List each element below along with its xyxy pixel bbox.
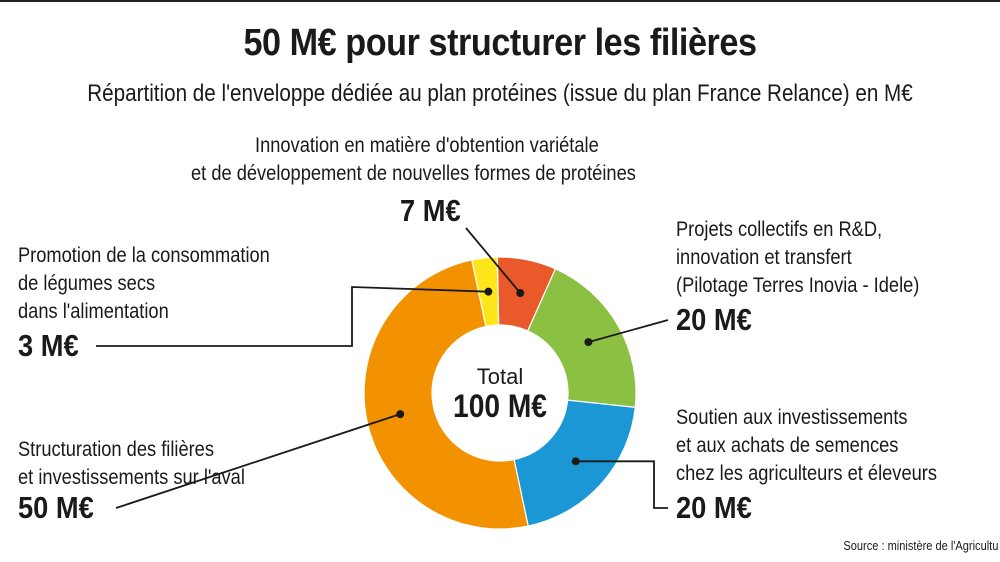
- slice-value-innovation: 7 M€: [400, 193, 461, 228]
- slice-label-line: et investissements sur l'aval: [18, 466, 245, 489]
- leader-line-innovation: [465, 227, 521, 294]
- slice-label-line: de légumes secs: [18, 272, 156, 295]
- slice-label-line: et aux achats de semences: [676, 434, 899, 457]
- slice-label-line: Soutien aux investissements: [676, 406, 908, 429]
- leader-dots: [396, 287, 593, 466]
- slice-value-soutien: 20 M€: [676, 490, 752, 525]
- source-note: Source : ministère de l'Agricultu: [842, 538, 998, 553]
- slice-value-promotion: 3 M€: [18, 328, 79, 363]
- leader-lines: [96, 227, 669, 509]
- donut-slices: [363, 256, 637, 530]
- leader-dot-structuration: [396, 410, 405, 419]
- slice-value-projets: 20 M€: [676, 302, 752, 337]
- chart-title: 50 M€ pour structurer les filières: [243, 22, 757, 64]
- slice-label-soutien: Soutien aux investissements et aux achat…: [676, 404, 937, 488]
- donut-center-label: Total: [476, 364, 524, 389]
- slice-label-projets: Projets collectifs en R&D, innovation et…: [676, 216, 919, 300]
- donut-slice-structuration: [363, 259, 529, 530]
- slice-label-structuration: Structuration des filières et investisse…: [18, 436, 245, 492]
- slice-label-line: Structuration des filières: [18, 438, 214, 461]
- leader-dot-promotion: [484, 287, 493, 296]
- leader-dot-soutien: [571, 457, 580, 466]
- slice-label-promotion: Promotion de la consommation de légumes …: [18, 242, 270, 326]
- slice-label-innovation: Innovation en matière d'obtention variét…: [255, 132, 599, 160]
- slice-label-line: Innovation en matière d'obtention variét…: [255, 134, 599, 157]
- slice-label-line: innovation et transfert: [676, 246, 852, 269]
- leader-line-promotion: [96, 286, 489, 347]
- leader-dot-innovation: [516, 289, 525, 298]
- slice-value-structuration: 50 M€: [18, 490, 94, 525]
- slice-label-line: (Pilotage Terres Inovia - Idele): [676, 274, 920, 297]
- leader-dot-projets: [584, 338, 593, 347]
- donut-slice-projets: [526, 268, 637, 409]
- slice-label-line: Promotion de la consommation: [18, 244, 270, 267]
- leader-line-projets: [588, 319, 669, 343]
- slice-label-line: chez les agriculteurs et éleveurs: [676, 462, 937, 485]
- leader-line-soutien: [575, 460, 668, 509]
- slice-label-line: Projets collectifs en R&D,: [676, 218, 883, 241]
- slice-label-line: et de développement de nouvelles formes …: [191, 162, 636, 185]
- slice-label-line: dans l'alimentation: [18, 300, 169, 323]
- leader-line-structuration: [115, 413, 401, 509]
- chart-subtitle: Répartition de l'enveloppe dédiée au pla…: [87, 80, 913, 107]
- donut-center-value: 100 M€: [453, 388, 547, 424]
- slice-label-innovation-2: et de développement de nouvelles formes …: [191, 160, 636, 188]
